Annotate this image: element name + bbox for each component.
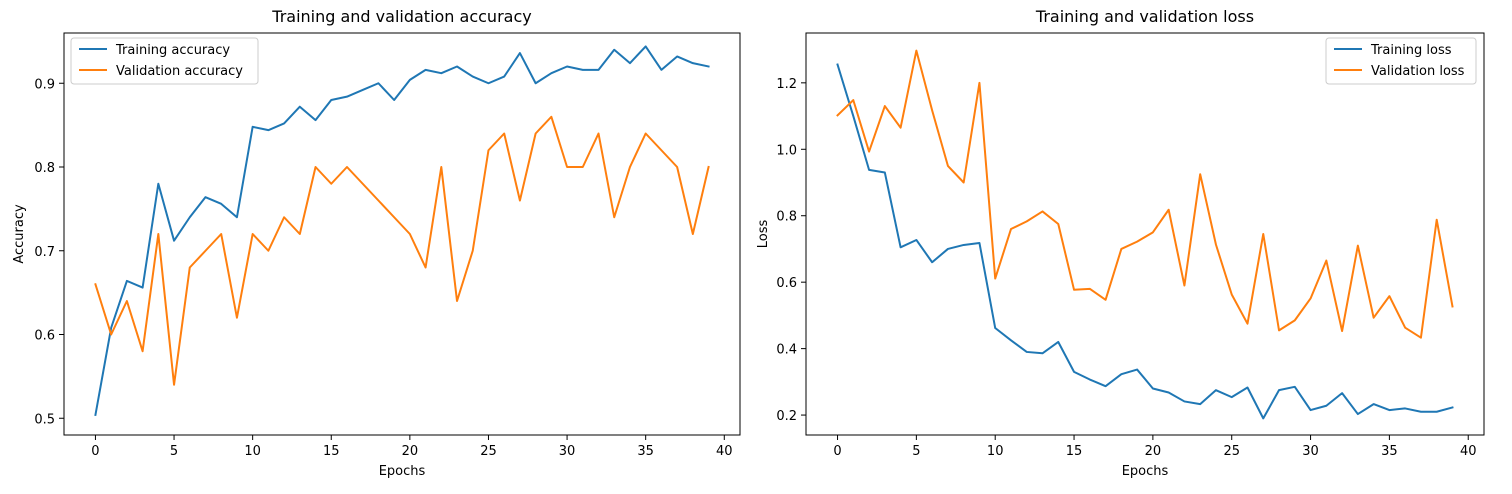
series-line-validation-loss (836, 49, 1454, 339)
legend-label-training-loss: Training loss (1370, 43, 1452, 58)
accuracy-y-tick-label: 0.8 (34, 161, 55, 176)
accuracy-y-axis-label: Accuracy (12, 204, 27, 264)
series-line-training-loss (836, 63, 1454, 420)
accuracy-ticks: 0 5 10 15 20 25 30 35 40 0.5 0.6 0.7 0.8 0.9 (34, 77, 732, 459)
accuracy-y-tick-label: 0.9 (34, 77, 55, 92)
accuracy-x-tick-label: 10 (244, 444, 261, 459)
loss-y-tick-label: 0.6 (776, 276, 797, 291)
series-line-validation-accuracy (94, 115, 710, 386)
accuracy-axes-frame (63, 32, 741, 436)
loss-chart-title: Training and validation loss (1035, 7, 1254, 26)
accuracy-y-tick-label: 0.5 (34, 412, 55, 427)
loss-x-tick-label: 15 (1066, 444, 1083, 459)
loss-ticks: 0 5 10 15 20 25 30 35 40 0.2 0.4 0.6 0.8 1.0 1.2 (776, 77, 1476, 459)
loss-x-tick-label: 25 (1223, 444, 1240, 459)
series-line-training-accuracy (94, 45, 710, 417)
accuracy-x-tick-label: 15 (323, 444, 340, 459)
loss-legend-box (1325, 37, 1477, 85)
accuracy-legend-box (70, 37, 259, 85)
accuracy-chart-title: Training and validation accuracy (271, 7, 531, 26)
loss-y-tick-label: 0.4 (776, 343, 797, 358)
loss-x-tick-label: 35 (1381, 444, 1398, 459)
accuracy-x-tick-label: 0 (91, 444, 99, 459)
loss-y-tick-label: 1.0 (776, 143, 797, 158)
loss-x-tick-label: 10 (987, 444, 1004, 459)
accuracy-x-axis-label: Epochs (379, 464, 426, 479)
loss-x-tick-label: 40 (1460, 444, 1477, 459)
accuracy-x-tick-label: 35 (637, 444, 654, 459)
legend-label-training-accuracy: Training accuracy (115, 43, 230, 58)
legend-label-validation-loss: Validation loss (1371, 64, 1465, 79)
loss-y-tick-label: 1.2 (776, 77, 797, 92)
loss-axes-frame (805, 32, 1485, 436)
loss-x-tick-label: 0 (833, 444, 841, 459)
loss-x-tick-label: 30 (1302, 444, 1319, 459)
accuracy-x-tick-label: 5 (170, 444, 178, 459)
loss-series-lines (836, 49, 1454, 420)
accuracy-chart: Training and validation accuracy Epochs … (12, 7, 741, 479)
loss-chart: Training and validation loss Epochs Loss… (756, 7, 1485, 479)
loss-x-tick-label: 20 (1145, 444, 1162, 459)
legend-label-validation-accuracy: Validation accuracy (116, 64, 243, 79)
accuracy-series-lines (94, 45, 710, 417)
accuracy-legend: Training accuracy Validation accuracy (70, 37, 259, 85)
accuracy-x-tick-label: 40 (716, 444, 733, 459)
accuracy-y-tick-label: 0.6 (34, 329, 55, 344)
loss-y-tick-label: 0.2 (776, 409, 797, 424)
accuracy-x-tick-label: 20 (402, 444, 419, 459)
accuracy-x-tick-label: 25 (480, 444, 497, 459)
loss-legend: Training loss Validation loss (1325, 37, 1477, 85)
accuracy-x-tick-label: 30 (559, 444, 576, 459)
loss-x-tick-label: 5 (912, 444, 920, 459)
loss-y-axis-label: Loss (756, 220, 771, 249)
loss-x-axis-label: Epochs (1122, 464, 1169, 479)
accuracy-y-tick-label: 0.7 (34, 245, 55, 260)
loss-y-tick-label: 0.8 (776, 210, 797, 225)
